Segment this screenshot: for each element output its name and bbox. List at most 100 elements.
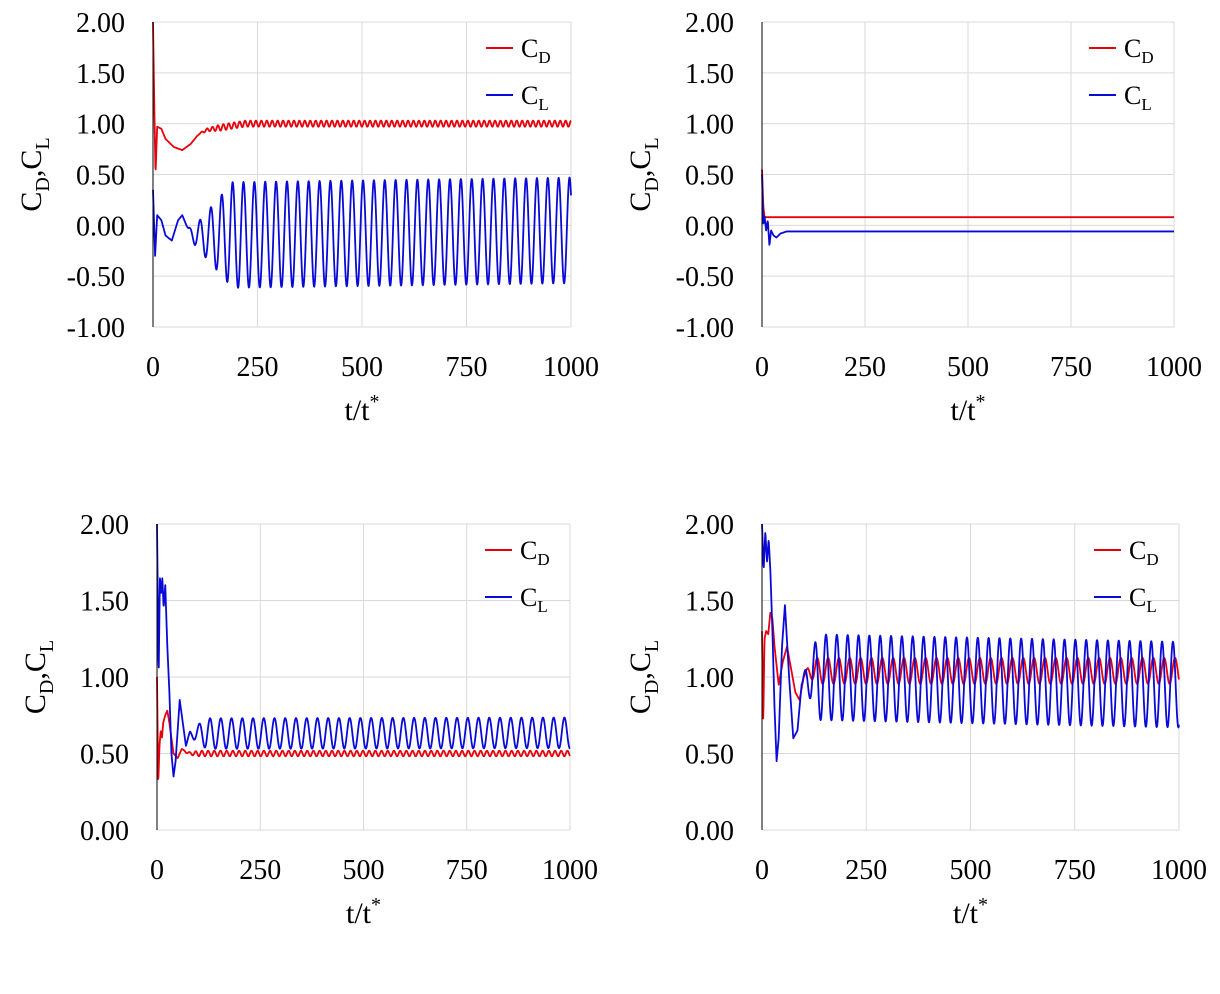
legend-entry-sub: L: [537, 597, 547, 616]
y-axis-title-sep: ,: [19, 672, 52, 680]
y-axis-title-c1: C: [19, 694, 52, 714]
legend-entry-main: C: [1129, 583, 1146, 612]
chart-top-right: 2.00 1.50 1.00 0.50 0.00 -0.50 -1.00 0 250 500 750…: [624, 8, 1202, 427]
series-line-cd: [761, 169, 1175, 219]
y-tick-label: 1.00: [685, 663, 734, 694]
y-tick-label: 0.50: [685, 740, 734, 771]
legend-entry-sub: D: [537, 550, 549, 569]
x-tick-label: 750: [446, 352, 488, 383]
series-line-cd: [152, 21, 572, 171]
y-tick-label: 1.50: [685, 587, 734, 618]
y-tick-label: 1.00: [76, 110, 125, 141]
x-axis-title-sup: *: [371, 894, 381, 916]
y-axis-title: CD,CL: [15, 137, 54, 211]
y-tick-label: -0.50: [676, 262, 734, 293]
chart-bottom-left: 2.001.501.000.500.000 250 500 750 1000t/t*CD…: [19, 510, 598, 930]
series-line-cl: [761, 174, 1175, 246]
y-axis-title-sub2: L: [32, 137, 54, 149]
y-tick-label: 1.50: [685, 59, 734, 90]
x-tick-label: 500: [950, 855, 992, 886]
x-axis-title-sup: *: [976, 391, 986, 413]
y-axis-title-c2: C: [19, 652, 52, 672]
y-axis-title-c2: C: [624, 150, 657, 170]
x-axis-title-main: t/t: [344, 394, 370, 427]
legend-entry-sub: L: [1146, 597, 1156, 616]
x-tick-label: 750: [1050, 352, 1092, 383]
y-axis-title-sep: ,: [624, 170, 657, 178]
x-tick-label: 0: [755, 855, 769, 886]
x-axis-title-main: t/t: [953, 897, 979, 930]
y-tick-label: -1.00: [67, 313, 125, 344]
x-axis-title-sup: *: [978, 894, 988, 916]
x-tick-label: 250: [844, 352, 886, 383]
series-line-cl: [152, 176, 572, 289]
x-tick-label: 500: [343, 855, 385, 886]
x-axis-title-sup: *: [370, 391, 380, 413]
y-tick-label: -1.00: [676, 313, 734, 344]
legend-entry-main: C: [1129, 536, 1146, 565]
x-tick-label: 750: [446, 855, 488, 886]
legend-entry-sub: D: [538, 48, 550, 67]
y-tick-label: 2.00: [685, 8, 734, 39]
x-tick-label: 0: [150, 855, 164, 886]
y-tick-label: -0.50: [67, 262, 125, 293]
legend-entry-main: C: [521, 34, 538, 63]
x-axis-title: t/t*: [953, 894, 988, 930]
x-tick-label: 500: [341, 352, 383, 383]
legend-entry: CD: [521, 34, 551, 67]
legend-entry-main: C: [521, 81, 538, 110]
series-line-cl: [156, 523, 571, 778]
legend-entry-main: C: [520, 583, 537, 612]
legend-entry-main: C: [520, 536, 537, 565]
y-tick-label: 0.50: [80, 740, 129, 771]
y-axis-title: CD,CL: [624, 640, 663, 714]
x-axis-title: t/t*: [346, 894, 381, 930]
x-tick-label: 750: [1054, 855, 1096, 886]
y-axis-title-sub1: D: [32, 177, 54, 191]
y-axis-title-sub1: D: [641, 177, 663, 191]
legend-entry: CD: [520, 536, 550, 569]
y-axis-title-c1: C: [15, 192, 48, 212]
legend-entry: CL: [1124, 81, 1152, 114]
series-line-cd: [156, 676, 571, 780]
y-tick-label: 1.50: [76, 59, 125, 90]
y-tick-label: 2.00: [80, 510, 129, 541]
y-axis-title-sub1: D: [641, 680, 663, 694]
x-tick-label: 1000: [542, 855, 598, 886]
y-tick-label: 0.00: [76, 211, 125, 242]
gridlines: [157, 523, 571, 831]
chart-top-left: 2.00 1.50 1.00 0.50 0.00 -0.50 -1.00 0 250 500 750…: [15, 8, 599, 427]
y-axis-title-sub2: L: [641, 640, 663, 652]
y-tick-label: 0.00: [685, 211, 734, 242]
y-axis-title-c2: C: [15, 150, 48, 170]
legend-entry-sub: D: [1146, 550, 1158, 569]
x-axis-title-main: t/t: [950, 394, 976, 427]
legend-entry-sub: L: [1141, 95, 1151, 114]
legend-entry-main: C: [1124, 81, 1141, 110]
y-axis-title-sub2: L: [641, 137, 663, 149]
legend-entry: CD: [1124, 34, 1154, 67]
y-tick-label: 0.00: [685, 816, 734, 847]
y-axis-title-sub1: D: [36, 680, 58, 694]
y-axis-title-sub2: L: [36, 640, 58, 652]
legend-entry-sub: D: [1141, 48, 1153, 67]
x-tick-label: 1000: [1151, 855, 1207, 886]
x-tick-label: 250: [845, 855, 887, 886]
y-tick-label: 1.00: [685, 110, 734, 141]
y-tick-label: 1.00: [80, 663, 129, 694]
legend-entry-sub: L: [538, 95, 548, 114]
legend-entry-main: C: [1124, 34, 1141, 63]
y-tick-label: 0.00: [80, 816, 129, 847]
x-tick-label: 1000: [1146, 352, 1202, 383]
x-tick-label: 500: [947, 352, 989, 383]
y-axis-title-sep: ,: [15, 170, 48, 178]
gridlines: [762, 21, 1175, 328]
x-tick-label: 250: [237, 352, 279, 383]
series-line-cl: [761, 523, 1180, 763]
x-tick-label: 1000: [543, 352, 599, 383]
